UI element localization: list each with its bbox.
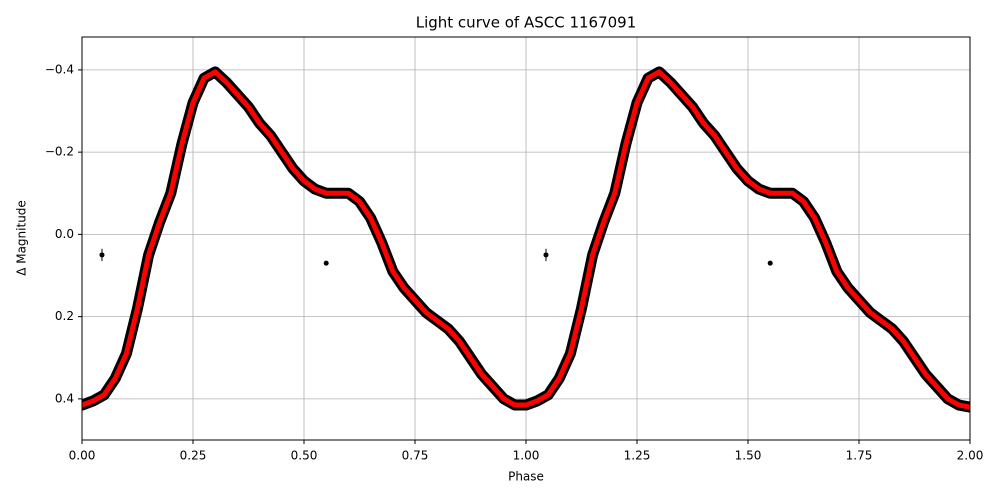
x-tick-label: 0.00 (69, 449, 96, 463)
plot-frame (81, 36, 971, 441)
y-tick-label: 0.2 (55, 309, 74, 323)
y-axis-label: Δ Magnitude (15, 200, 29, 276)
y-tick-label: −0.4 (45, 62, 74, 76)
y-tick-label: 0.4 (55, 391, 74, 405)
x-tick-label: 1.00 (513, 449, 540, 463)
x-tick-label: 1.75 (846, 449, 873, 463)
outlier-point (543, 252, 549, 258)
x-tick-label: 0.25 (180, 449, 207, 463)
fit-line (82, 69, 970, 410)
x-tick-label: 0.75 (402, 449, 429, 463)
x-tick-label: 2.00 (957, 449, 984, 463)
x-tick-label: 0.50 (291, 449, 318, 463)
outlier-point (99, 252, 105, 258)
outlier-point (323, 260, 329, 266)
outlier-point (767, 260, 773, 266)
x-axis-label: Phase (508, 470, 544, 484)
y-tick-label: −0.2 (45, 145, 74, 159)
x-tick-label: 1.50 (735, 449, 762, 463)
y-tick-label: 0.0 (55, 227, 74, 241)
x-tick-label: 1.25 (624, 449, 651, 463)
chart-title: Light curve of ASCC 1167091 (416, 14, 637, 32)
